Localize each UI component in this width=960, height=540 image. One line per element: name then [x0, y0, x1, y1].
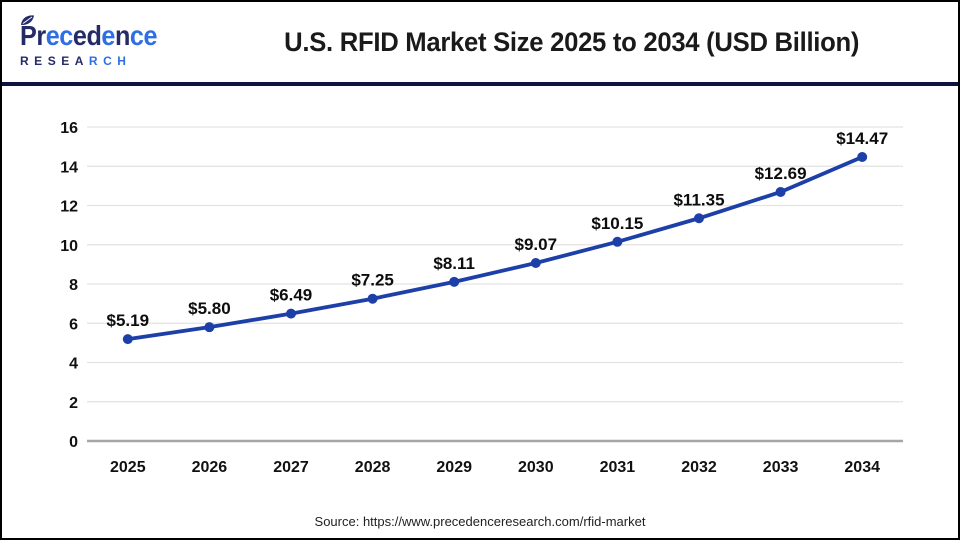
logo-sub-letter: R [88, 54, 104, 68]
logo-letter: e [143, 20, 158, 51]
data-point-2025 [122, 334, 133, 345]
data-label-2031: $10.15 [591, 214, 643, 233]
data-label-2034: $14.47 [836, 129, 888, 148]
logo-sub-letter: R [20, 54, 35, 68]
x-tick-label: 2031 [600, 459, 636, 476]
x-tick-label: 2033 [763, 459, 799, 476]
source-text: Source: https://www.precedenceresearch.c… [314, 514, 646, 529]
logo-sub-letter: A [74, 54, 89, 68]
x-tick-label: 2027 [273, 459, 309, 476]
precedence-research-logo: Precedence RESEARCH [20, 14, 210, 68]
logo-sub-letter: C [103, 54, 118, 68]
logo-letter: d [86, 20, 102, 51]
y-tick-label: 16 [60, 120, 78, 137]
logo-wordmark: Precedence [20, 22, 191, 50]
x-tick-label: 2030 [518, 459, 554, 476]
data-point-2031 [612, 236, 623, 247]
leaf-icon [20, 14, 36, 33]
x-tick-label: 2029 [436, 459, 472, 476]
logo-letter: n [114, 20, 130, 51]
footer: Source: https://www.precedenceresearch.c… [0, 514, 960, 529]
data-label-2025: $5.19 [107, 311, 150, 330]
logo-letter: e [72, 20, 87, 51]
x-tick-label: 2028 [355, 459, 391, 476]
x-tick-label: 2026 [192, 459, 228, 476]
data-label-2032: $11.35 [673, 190, 724, 209]
data-point-2026 [204, 322, 215, 333]
data-point-2034 [857, 152, 868, 163]
logo-letter: e [101, 20, 115, 51]
y-tick-label: 12 [60, 199, 78, 216]
market-size-line [125, 155, 865, 342]
data-label-2027: $6.49 [270, 286, 313, 305]
data-label-2033: $12.69 [755, 164, 807, 183]
data-point-2029 [449, 276, 460, 287]
logo-letter: P [20, 20, 37, 51]
y-tick-label: 10 [60, 238, 78, 255]
data-point-2027 [286, 308, 296, 319]
page-title: U.S. RFID Market Size 2025 to 2034 (USD … [284, 26, 860, 57]
data-point-2028 [367, 293, 378, 304]
logo-sub-letter: H [117, 54, 132, 68]
logo-letter: r [36, 20, 46, 51]
header: Precedence RESEARCH U.S. RFID Market Siz… [2, 2, 958, 86]
logo-letter: c [129, 20, 144, 51]
x-tick-label: 2034 [844, 459, 880, 476]
data-point-2032 [694, 213, 704, 224]
x-tick-label: 2032 [681, 459, 717, 476]
logo-sub-letter: E [61, 54, 75, 68]
data-point-2033 [775, 186, 786, 197]
logo-letter: c [59, 20, 73, 51]
data-label-2030: $9.07 [515, 235, 558, 254]
logo-sub-letter: S [47, 54, 62, 68]
data-label-2026: $5.80 [188, 299, 231, 318]
logo-sub-letter: E [34, 54, 48, 68]
y-tick-label: 2 [69, 395, 78, 412]
data-label-2029: $8.11 [433, 254, 475, 273]
data-label-2028: $7.25 [351, 271, 394, 290]
data-point-2030 [530, 258, 541, 269]
y-tick-label: 14 [60, 159, 78, 176]
logo-subtitle: RESEARCH [20, 54, 210, 68]
y-tick-label: 4 [69, 356, 78, 373]
y-tick-label: 6 [69, 316, 78, 333]
logo-letter: e [45, 20, 60, 51]
y-tick-label: 0 [69, 434, 78, 451]
y-tick-label: 8 [69, 277, 78, 294]
x-tick-label: 2025 [110, 459, 146, 476]
